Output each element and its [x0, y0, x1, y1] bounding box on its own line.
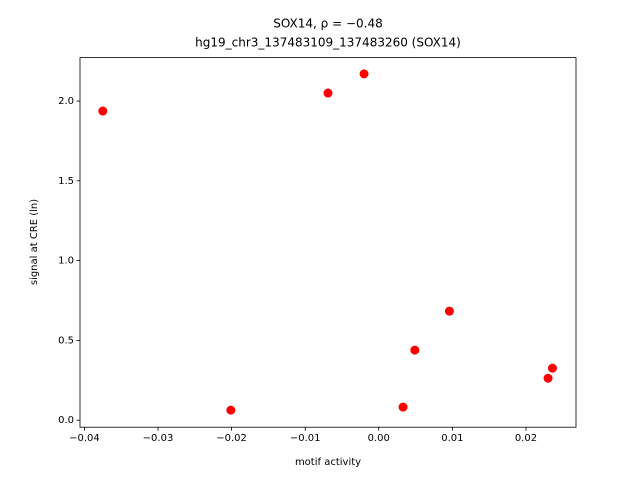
point	[543, 373, 553, 383]
y-tick-label: 1.5	[58, 176, 74, 187]
x-tick-label: 0.01	[441, 433, 463, 444]
y-tick-label: 1.0	[58, 256, 74, 267]
point	[444, 306, 454, 316]
y-tick-label: 0.5	[58, 335, 74, 346]
x-tick-label: 0.00	[368, 433, 390, 444]
y-tick-label: 2.0	[58, 96, 74, 107]
point	[410, 345, 420, 355]
point	[359, 69, 369, 79]
x-tick-label: −0.01	[290, 433, 321, 444]
x-tick-label: −0.04	[69, 433, 100, 444]
point	[398, 402, 408, 412]
y-axis-label: signal at CRE (ln)	[29, 199, 40, 285]
x-tick-label: −0.02	[216, 433, 247, 444]
x-tick-label: 0.02	[515, 433, 537, 444]
point	[226, 405, 236, 415]
chart-subtitle: hg19_chr3_137483109_137483260 (SOX14)	[195, 36, 461, 50]
chart-title: SOX14, ρ = −0.48	[273, 17, 383, 31]
x-axis-label: motif activity	[295, 457, 361, 468]
point	[98, 106, 108, 116]
y-tick-label: 0.0	[58, 415, 74, 426]
point	[323, 88, 333, 98]
x-tick-label: −0.03	[143, 433, 174, 444]
plot-area	[79, 57, 577, 428]
point	[547, 363, 557, 373]
